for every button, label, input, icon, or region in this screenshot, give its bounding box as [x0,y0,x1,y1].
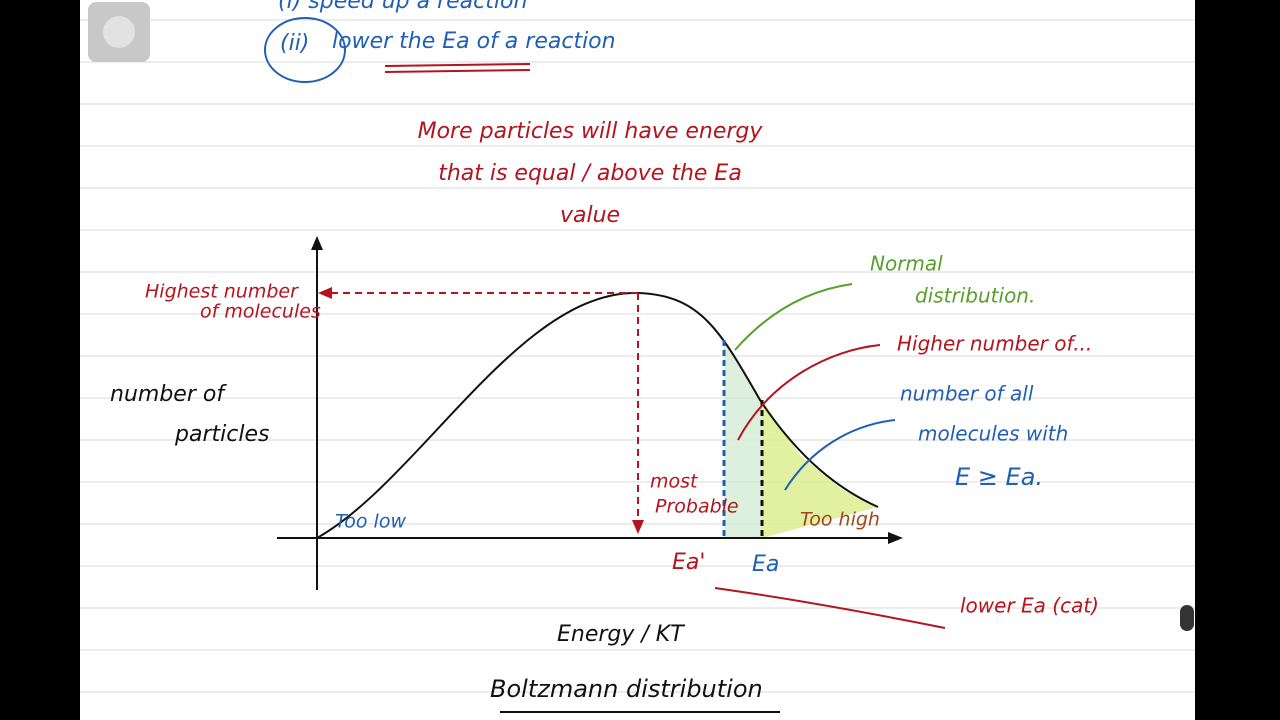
annotation: Too low [335,511,406,533]
axis-label: Energy / KT [557,622,685,647]
app-button-icon [103,16,135,48]
annotation: lower Ea (cat) [960,594,1099,618]
annotation: Probable [655,496,739,518]
pointer [784,419,896,491]
annotation: distribution. [915,284,1035,308]
annotation: most [650,471,699,493]
annotation: of molecules [200,301,321,323]
annotation: Normal [870,252,943,276]
statement: More particles will have energy [418,119,764,144]
annotation: Highest number [145,281,299,303]
annotation: Higher number of... [897,332,1092,356]
axis-label: number of [110,382,227,407]
annotation: E ≥ Ea. [955,463,1043,491]
annotation: molecules with [918,422,1068,446]
note-label: (ii) [280,31,309,56]
pointer [714,587,946,629]
arrow-head [318,287,332,299]
arrow-head [632,520,644,534]
annotation: number of all [900,382,1034,406]
shaded-area [762,400,878,538]
pointer [737,344,881,441]
curve [316,291,879,539]
scroll-handle[interactable] [1180,605,1194,631]
underline [384,63,531,73]
annotation: Ea' [672,550,705,575]
arrow-head [888,532,903,544]
note-line: (i) speed up a reaction [278,0,527,14]
axis-label: particles [174,422,269,447]
annotation: Ea [752,552,779,577]
arrow-head [311,236,323,250]
shaded-area [724,340,762,538]
title: Boltzmann distribution [490,675,763,703]
pointer [734,283,853,351]
statement: that is equal / above the Ea [438,161,742,186]
circle-mark [264,17,346,83]
annotation: Too high [800,509,880,531]
note-line: lower the Ea of a reaction [332,29,616,54]
statement: value [560,203,620,228]
